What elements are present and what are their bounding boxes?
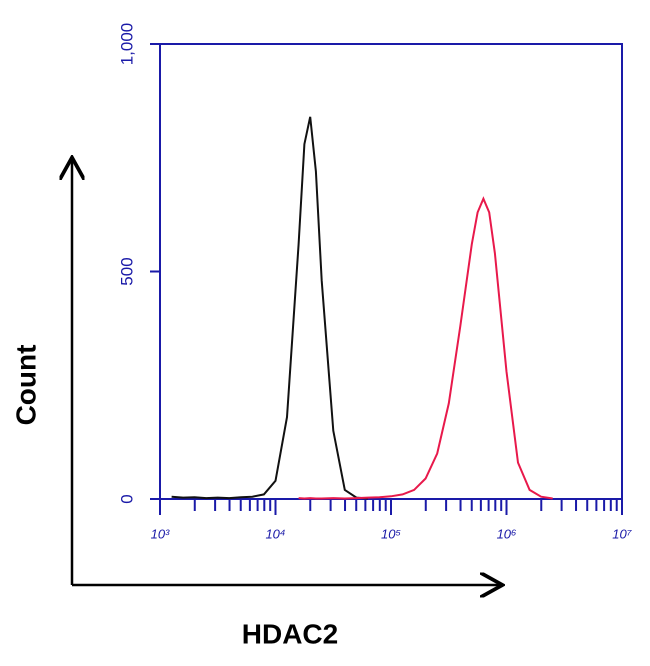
x-axis-label: HDAC2 <box>242 618 338 649</box>
series-line <box>298 196 553 500</box>
x-tick-label: 10⁵ <box>381 526 401 541</box>
y-axis-label: Count <box>10 345 41 426</box>
plot-frame <box>159 43 623 500</box>
x-tick-label: 10³ <box>151 526 170 541</box>
x-tick-label: 10⁶ <box>497 526 517 541</box>
series-line <box>171 116 368 500</box>
x-tick-label: 10⁴ <box>265 526 285 541</box>
x-tick-label: 10⁷ <box>612 526 632 541</box>
y-tick-label: 1,000 <box>117 23 136 66</box>
y-tick-label: 500 <box>117 257 136 285</box>
y-tick-label: 0 <box>117 494 136 503</box>
